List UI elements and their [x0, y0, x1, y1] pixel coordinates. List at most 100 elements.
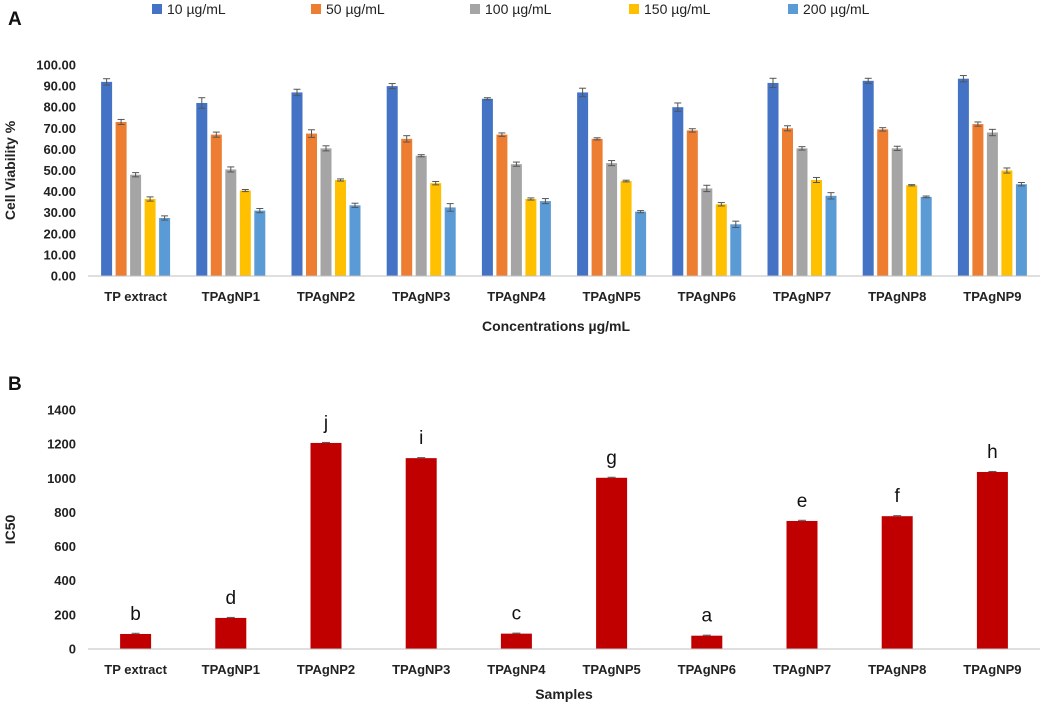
significance-letter: g — [606, 448, 617, 469]
x-tick-label-a: TPAgNP1 — [202, 289, 260, 304]
bar-a — [972, 124, 984, 276]
bar-a — [196, 102, 208, 276]
bar-a — [920, 196, 932, 276]
bar-a — [101, 81, 113, 276]
x-tick-label-b: TPAgNP8 — [868, 662, 926, 677]
bar-a — [796, 148, 808, 276]
legend-swatch-4 — [788, 4, 798, 14]
bar-a — [957, 78, 969, 276]
bar-a — [225, 169, 237, 276]
bar-a — [1001, 170, 1013, 276]
bar-a — [539, 201, 551, 276]
x-axis-label-b: Samples — [535, 686, 593, 702]
y-tick-label-a: 30.00 — [43, 205, 76, 220]
y-tick-label-b: 1400 — [47, 403, 76, 418]
y-tick-label-a: 70.00 — [43, 121, 76, 136]
bar-a — [730, 224, 742, 276]
x-tick-label-a: TPAgNP2 — [297, 289, 355, 304]
x-tick-label-b: TPAgNP4 — [487, 662, 546, 677]
legend-label-2: 100 µg/mL — [485, 1, 552, 17]
bar-a — [510, 164, 522, 276]
x-tick-label-a: TPAgNP4 — [487, 289, 546, 304]
x-tick-label-a: TPAgNP8 — [868, 289, 926, 304]
bar-a — [115, 121, 127, 276]
bar-a — [686, 130, 698, 276]
bar-a — [496, 134, 508, 276]
y-tick-label-a: 20.00 — [43, 226, 76, 241]
bar-a — [415, 155, 427, 276]
significance-letter: h — [987, 442, 998, 463]
x-tick-label-a: TPAgNP5 — [582, 289, 640, 304]
y-tick-label-a: 60.00 — [43, 142, 76, 157]
bar-a — [672, 107, 684, 276]
bar-b — [405, 458, 437, 649]
x-tick-label-a: TPAgNP7 — [773, 289, 831, 304]
bar-a — [782, 128, 793, 276]
bar-b — [120, 633, 152, 649]
x-tick-label-a: TPAgNP3 — [392, 289, 450, 304]
bar-a — [635, 211, 647, 276]
significance-letter: e — [797, 491, 808, 512]
bar-a — [606, 163, 618, 276]
bar-b — [881, 516, 913, 649]
bar-a — [210, 134, 222, 276]
bar-a — [715, 204, 727, 276]
bar-a — [335, 179, 346, 276]
y-tick-label-a: 0.00 — [51, 269, 76, 284]
significance-letter: c — [512, 604, 522, 625]
significance-letter: j — [323, 413, 328, 434]
significance-letter: i — [419, 428, 423, 449]
bar-b — [691, 635, 723, 649]
y-tick-label-b: 0 — [69, 642, 76, 657]
bar-a — [701, 188, 713, 276]
bar-a — [620, 181, 632, 276]
bar-a — [386, 86, 398, 276]
bar-a — [144, 198, 156, 276]
bar-a — [862, 80, 874, 276]
bar-a — [401, 138, 413, 276]
legend-label-0: 10 µg/mL — [167, 1, 226, 17]
y-tick-label-b: 400 — [54, 573, 76, 588]
y-tick-label-a: 10.00 — [43, 247, 76, 262]
significance-letter: d — [226, 588, 237, 609]
bar-a — [825, 195, 837, 276]
legend-label-4: 200 µg/mL — [803, 1, 870, 17]
bar-a — [906, 185, 918, 276]
bar-a — [767, 82, 779, 276]
y-tick-label-a: 90.00 — [43, 79, 76, 94]
y-tick-label-a: 50.00 — [43, 163, 76, 178]
bar-a — [1015, 184, 1027, 276]
bar-a — [481, 98, 493, 276]
legend-label-1: 50 µg/mL — [326, 1, 385, 17]
bar-a — [239, 190, 251, 276]
bar-a — [159, 217, 171, 276]
y-tick-label-b: 600 — [54, 539, 76, 554]
y-tick-label-b: 1000 — [47, 471, 76, 486]
bar-b — [215, 617, 247, 649]
x-tick-label-b: TP extract — [104, 662, 167, 677]
bar-a — [811, 179, 822, 276]
bar-a — [444, 207, 456, 276]
x-tick-label-b: TPAgNP7 — [773, 662, 831, 677]
bar-a — [877, 129, 889, 276]
x-tick-label-b: TPAgNP1 — [202, 662, 260, 677]
x-tick-label-a: TPAgNP9 — [963, 289, 1021, 304]
bar-a — [891, 148, 903, 276]
x-tick-label-b: TPAgNP5 — [582, 662, 640, 677]
bar-a — [349, 205, 361, 276]
bar-a — [254, 210, 266, 276]
x-tick-label-b: TPAgNP9 — [963, 662, 1021, 677]
y-tick-label-b: 1200 — [47, 437, 76, 452]
bar-a — [430, 183, 442, 276]
y-tick-label-a: 40.00 — [43, 184, 76, 199]
bar-b — [500, 633, 532, 649]
y-axis-label-a: Cell Viability % — [2, 120, 18, 220]
y-tick-label-a: 80.00 — [43, 100, 76, 115]
significance-letter: a — [702, 606, 713, 627]
x-tick-label-a: TP extract — [104, 289, 167, 304]
bar-a — [591, 138, 603, 276]
x-tick-label-a: TPAgNP6 — [678, 289, 736, 304]
x-axis-label-a: Concentrations µg/mL — [482, 318, 631, 334]
bar-b — [310, 442, 342, 649]
